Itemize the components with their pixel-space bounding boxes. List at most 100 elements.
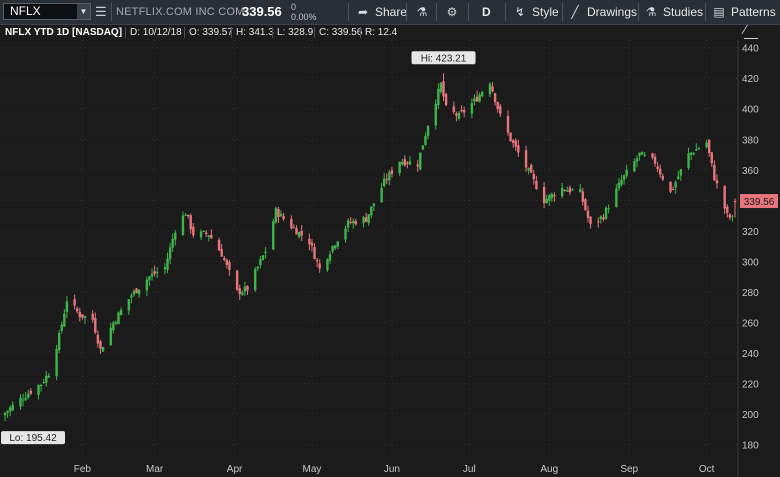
candle-body	[328, 254, 332, 261]
y-tick-label: 220	[742, 380, 759, 391]
candle-body	[78, 312, 82, 318]
y-tick-label: 420	[742, 74, 759, 85]
chart-title: NFLX YTD 1D [NASDAQ]	[5, 27, 123, 38]
candle-body	[499, 106, 502, 114]
candle-body	[205, 232, 208, 235]
candle-body	[65, 301, 69, 313]
candle-body	[274, 208, 278, 223]
candle-body	[496, 102, 499, 109]
candle-body	[346, 220, 350, 228]
candle-body	[3, 412, 7, 416]
candle-body	[225, 259, 229, 265]
candle-body	[625, 169, 628, 176]
candle-body	[677, 176, 680, 180]
candle-body	[130, 295, 133, 298]
candle-body	[318, 263, 321, 269]
candle-body	[207, 235, 210, 237]
candle-body	[651, 153, 654, 158]
info-divider	[272, 27, 273, 38]
watchlist-icon[interactable]: ☰	[95, 4, 107, 19]
candle-body	[640, 152, 644, 155]
studies-menu[interactable]: ⚗ Studies	[643, 0, 703, 24]
toolbar-divider	[638, 3, 639, 21]
chevron-down-icon[interactable]: ▼	[77, 4, 90, 19]
candles	[3, 73, 737, 422]
candle-body	[635, 158, 639, 162]
flask-button[interactable]: ⚗	[414, 0, 434, 24]
candle-body	[620, 180, 623, 185]
settings-button[interactable]: ⚙	[444, 0, 464, 24]
candle-body	[168, 247, 172, 260]
candle-body	[246, 285, 249, 291]
candle-body	[604, 207, 608, 219]
candle-body	[615, 188, 618, 207]
candle-body	[419, 152, 422, 170]
candle-body	[581, 191, 585, 202]
share-button[interactable]: ➦ Share	[355, 0, 407, 24]
candle-body	[292, 227, 296, 229]
y-tick-label: 320	[742, 227, 759, 238]
candle-body	[481, 92, 484, 97]
pencil-icon: ╱	[571, 5, 579, 19]
candle-body	[444, 94, 448, 106]
candle-body	[83, 316, 87, 318]
candle-body	[622, 175, 626, 180]
candle-body	[352, 221, 355, 224]
candle-body	[261, 255, 265, 260]
candle-body	[99, 341, 102, 349]
drawings-label: Drawings	[587, 5, 638, 19]
candle-body	[514, 140, 517, 147]
candle-body	[279, 213, 283, 217]
candle-body	[421, 145, 425, 150]
aggregation-button[interactable]: D	[482, 5, 491, 19]
candle-body	[488, 83, 492, 95]
y-tick-label: 380	[742, 135, 759, 146]
candle-body	[73, 299, 76, 306]
y-tick-label: 400	[742, 105, 759, 116]
price-chart[interactable]: 1802002202402602803003203403603804004204…	[0, 40, 780, 477]
candle-body	[713, 164, 716, 181]
candle-body	[210, 234, 213, 239]
x-tick-label: Oct	[699, 464, 715, 475]
candle-body	[370, 206, 373, 216]
candle-body	[326, 259, 329, 270]
candle-body	[259, 259, 262, 266]
info-low: L: 328.9	[277, 27, 314, 38]
candle-body	[137, 289, 141, 295]
grid	[0, 40, 738, 460]
style-menu[interactable]: ↯ Style	[512, 0, 559, 24]
symbol-input[interactable]: NFLX ▼	[3, 3, 91, 20]
candle-body	[24, 397, 27, 400]
candle-body	[264, 251, 267, 253]
patterns-menu[interactable]: ▤ Patterns	[711, 0, 775, 24]
percent-change: 0.00%	[291, 12, 317, 22]
candle-body	[695, 149, 698, 151]
candle-body	[297, 231, 301, 237]
candle-body	[94, 318, 97, 333]
candle-body	[602, 217, 605, 220]
candle-body	[145, 279, 149, 291]
candle-body	[55, 348, 58, 377]
candle-body	[687, 153, 690, 168]
candle-body	[563, 190, 566, 192]
drawings-menu[interactable]: ╱ Drawings	[567, 0, 637, 24]
candle-body	[57, 332, 61, 350]
gear-icon: ⚙	[446, 5, 458, 19]
candle-body	[235, 270, 239, 290]
candle-body	[470, 103, 474, 114]
info-divider	[184, 27, 185, 38]
candle-body	[310, 242, 314, 246]
candle-body	[331, 245, 334, 252]
candle-body	[462, 110, 466, 113]
candle-body	[39, 384, 43, 387]
candle-body	[532, 174, 535, 179]
candle-body	[517, 145, 520, 153]
candle-body	[674, 182, 677, 188]
style-label: Style	[532, 5, 559, 19]
autoscale-icon[interactable]: ∕	[744, 22, 758, 39]
candle-body	[434, 103, 437, 126]
high-label-box	[411, 51, 476, 65]
share-label: Share	[375, 5, 408, 19]
high-label: Hi: 423.21	[421, 53, 467, 64]
candle-body	[473, 98, 476, 102]
